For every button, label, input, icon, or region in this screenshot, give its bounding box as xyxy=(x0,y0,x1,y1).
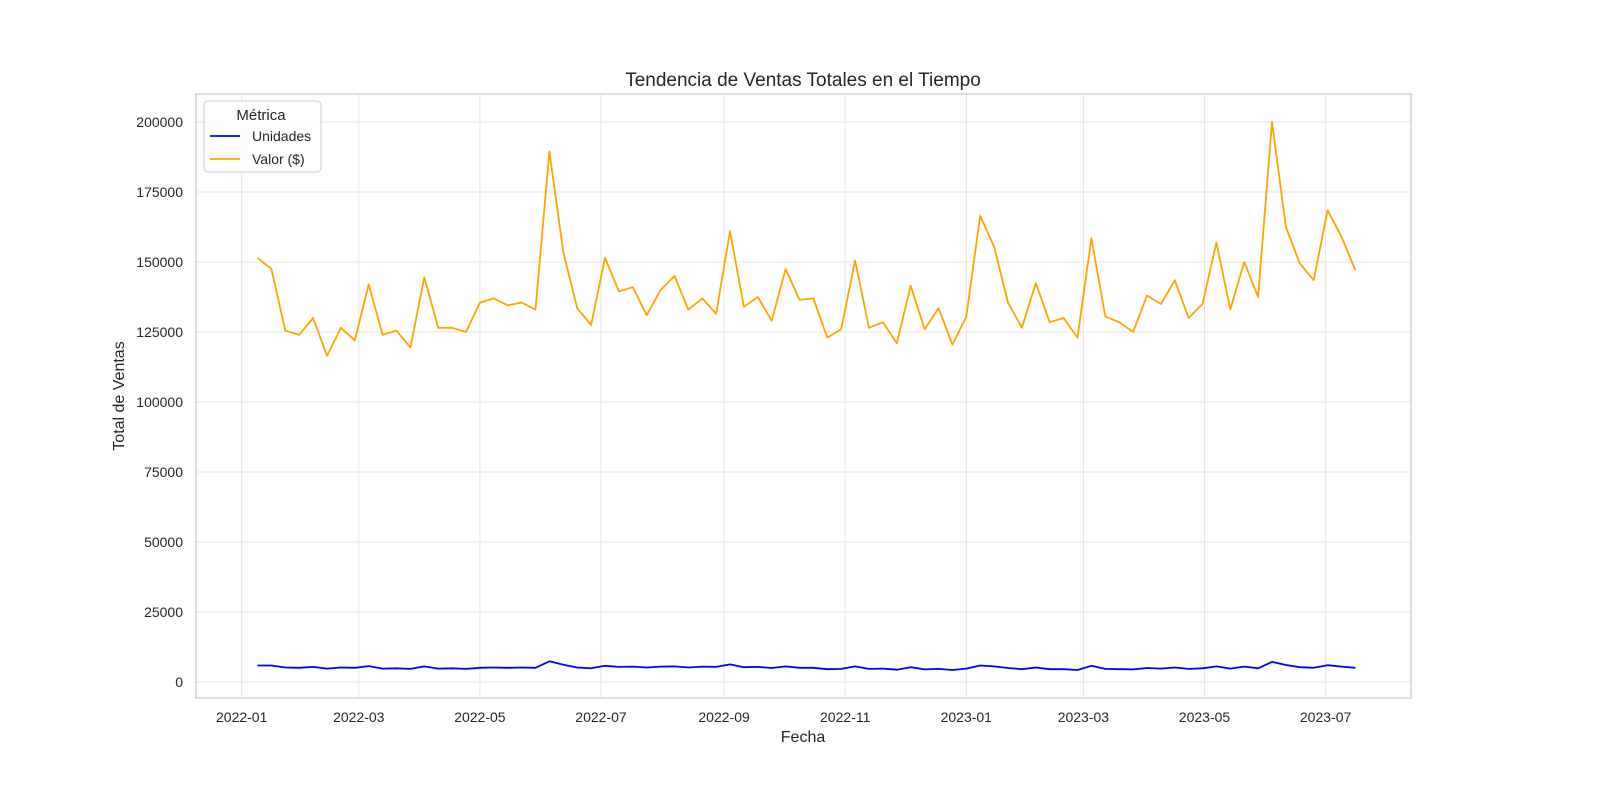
grid-lines xyxy=(196,94,1411,698)
y-axis-label: Total de Ventas xyxy=(111,341,128,450)
x-tick-label: 2023-07 xyxy=(1300,709,1352,725)
x-tick-label: 2023-05 xyxy=(1179,709,1231,725)
y-tick-label: 100000 xyxy=(136,394,183,410)
legend-box xyxy=(203,100,322,173)
tick-labels: 0 25000 50000 75000 100000 125000 150000 175000… xyxy=(136,114,1351,725)
series-layer xyxy=(256,121,1357,671)
x-tick-label: 2022-05 xyxy=(454,709,506,725)
x-tick-label: 2022-03 xyxy=(333,709,385,725)
y-tick-label: 175000 xyxy=(136,184,183,200)
x-tick-label: 2022-11 xyxy=(820,709,871,725)
x-tick-label: 2023-01 xyxy=(941,709,993,725)
y-tick-label: 150000 xyxy=(136,254,183,270)
chart-title: Tendencia de Ventas Totales en el Tiempo xyxy=(625,70,981,91)
x-tick-label: 2022-07 xyxy=(575,709,627,725)
y-tick-label: 50000 xyxy=(144,534,183,550)
x-tick-label: 2022-09 xyxy=(698,709,750,725)
legend-title: Métrica xyxy=(236,107,286,124)
series-line-unidades xyxy=(257,660,1356,671)
y-tick-label: 75000 xyxy=(144,464,183,480)
y-tick-label: 25000 xyxy=(144,604,183,620)
x-axis-label: Fecha xyxy=(781,729,826,746)
x-tick-label: 2022-01 xyxy=(216,709,268,725)
legend: Métrica Unidades Valor ($) xyxy=(203,100,322,173)
y-tick-label: 125000 xyxy=(136,324,183,340)
legend-label: Unidades xyxy=(252,128,311,144)
y-tick-label: 200000 xyxy=(136,114,183,130)
x-tick-label: 2023-03 xyxy=(1058,709,1110,725)
y-tick-label: 0 xyxy=(175,674,183,690)
legend-label: Valor ($) xyxy=(252,151,305,167)
plot-frame xyxy=(195,93,1412,699)
series-line-valor xyxy=(256,121,1357,357)
